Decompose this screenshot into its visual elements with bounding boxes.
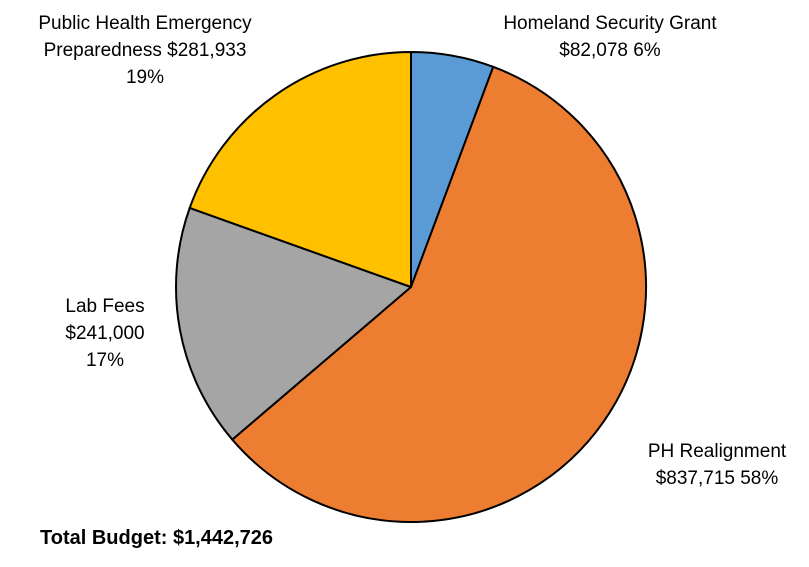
total-budget: Total Budget: $1,442,726: [40, 527, 274, 549]
label-value: $837,715 58%: [655, 468, 779, 489]
pie-slice-public-health-emergency-preparedness: [188, 51, 412, 288]
pie-slice-lab-fees: [175, 206, 412, 441]
slice-label-homeland-security-grant: Homeland Security Grant $82,078 6%: [465, 10, 755, 64]
pie-slice-ph-realignment: [231, 65, 647, 523]
label-name: PH Realignment: [647, 441, 787, 462]
slice-label-lab-fees: Lab Fees $241,000 17%: [40, 293, 170, 374]
slice-label-public-health-emergency-preparedness: Public Health Emergency Preparedness $28…: [0, 10, 290, 91]
slice-label-ph-realignment: PH Realignment $837,715 58%: [612, 438, 809, 492]
label-name: Lab Fees: [65, 296, 145, 317]
label-percent: 17%: [85, 350, 125, 371]
label-value: $82,078 6%: [559, 40, 661, 61]
label-value: $241,000: [65, 323, 145, 344]
label-name-value: Preparedness $281,933: [43, 40, 247, 61]
label-name: Public Health Emergency: [38, 13, 252, 34]
label-percent: 19%: [125, 67, 165, 88]
label-name: Homeland Security Grant: [503, 13, 717, 34]
